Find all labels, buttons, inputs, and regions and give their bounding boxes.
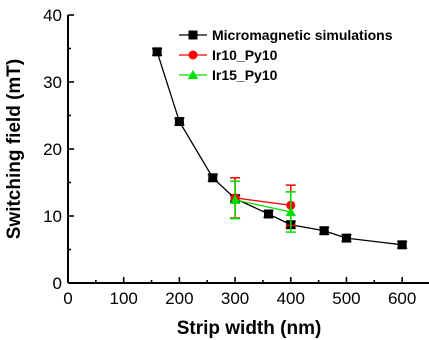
y-tick-label: 10 [43, 207, 62, 226]
legend-marker [188, 50, 198, 60]
x-tick-label: 500 [332, 289, 360, 308]
data-point [174, 117, 184, 127]
legend-label: Ir15_Py10 [212, 67, 278, 83]
x-axis-title: Strip width (nm) [177, 318, 322, 339]
x-tick-label: 300 [221, 289, 249, 308]
legend: Micromagnetic simulations Ir10_Py10 Ir15_P… [179, 27, 393, 83]
data-point [263, 209, 273, 219]
data-point [152, 47, 162, 57]
x-tick-label: 200 [165, 289, 193, 308]
x-tick-label: 600 [388, 289, 416, 308]
data-point [208, 173, 218, 183]
plot-layer [152, 47, 408, 250]
legend-item-2: Ir15_Py10 [179, 67, 278, 83]
series-line [234, 199, 291, 213]
legend-marker [187, 69, 199, 80]
data-point [341, 233, 351, 243]
legend-item-0: Micromagnetic simulations [179, 27, 393, 43]
series-line [156, 51, 403, 246]
legend-label: Micromagnetic simulations [212, 27, 393, 43]
data-point [319, 226, 329, 236]
y-tick-label: 0 [53, 274, 62, 293]
data-point [285, 206, 296, 217]
y-axis-title: Switching field (mT) [4, 59, 25, 240]
data-point [229, 194, 241, 205]
legend-label: Ir10_Py10 [212, 47, 278, 63]
ticks-layer: 0 100 200 300 400 500 600 0 10 20 30 40 [43, 6, 416, 308]
y-tick-label: 30 [43, 73, 62, 92]
x-tick-label: 400 [277, 289, 305, 308]
data-point [397, 240, 407, 250]
legend-marker [188, 30, 198, 40]
x-tick-label: 0 [63, 289, 72, 308]
y-tick-label: 40 [43, 6, 62, 25]
legend-item-1: Ir10_Py10 [179, 47, 278, 63]
y-tick-label: 20 [43, 140, 62, 159]
series-line [234, 197, 291, 206]
x-tick-label: 100 [110, 289, 138, 308]
series-2 [229, 180, 296, 233]
